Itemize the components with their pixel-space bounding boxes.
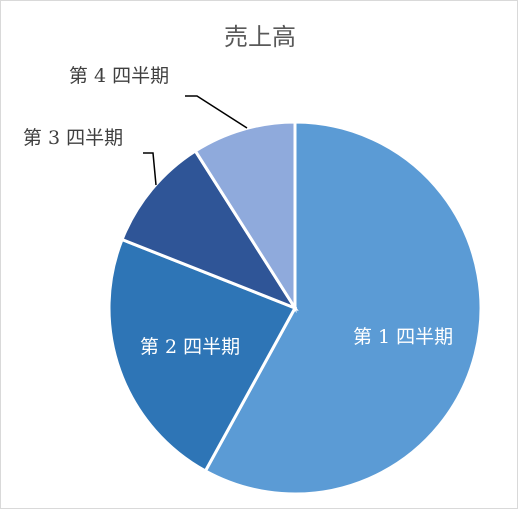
pie-slice-q4 — [193, 120, 297, 314]
slice-label-q3: 第 3 四半期 — [23, 127, 123, 149]
slice-label-q2: 第 2 四半期 — [140, 336, 240, 358]
leader-line-q3 — [143, 152, 157, 186]
pie-slice-q2 — [107, 237, 298, 474]
pie-slice-q1 — [203, 120, 483, 496]
slice-label-q4: 第 4 四半期 — [69, 65, 169, 87]
slice-labels: 第 1 四半期 第 2 四半期 第 3 四半期 第 4 四半期 — [23, 65, 453, 358]
pie-slice-q3 — [120, 148, 299, 312]
pie-slices — [107, 120, 483, 496]
leader-line-q4 — [185, 95, 248, 129]
leader-lines — [143, 95, 248, 186]
slice-label-q1: 第 1 四半期 — [353, 326, 453, 348]
chart-title: 売上高 — [224, 23, 296, 51]
